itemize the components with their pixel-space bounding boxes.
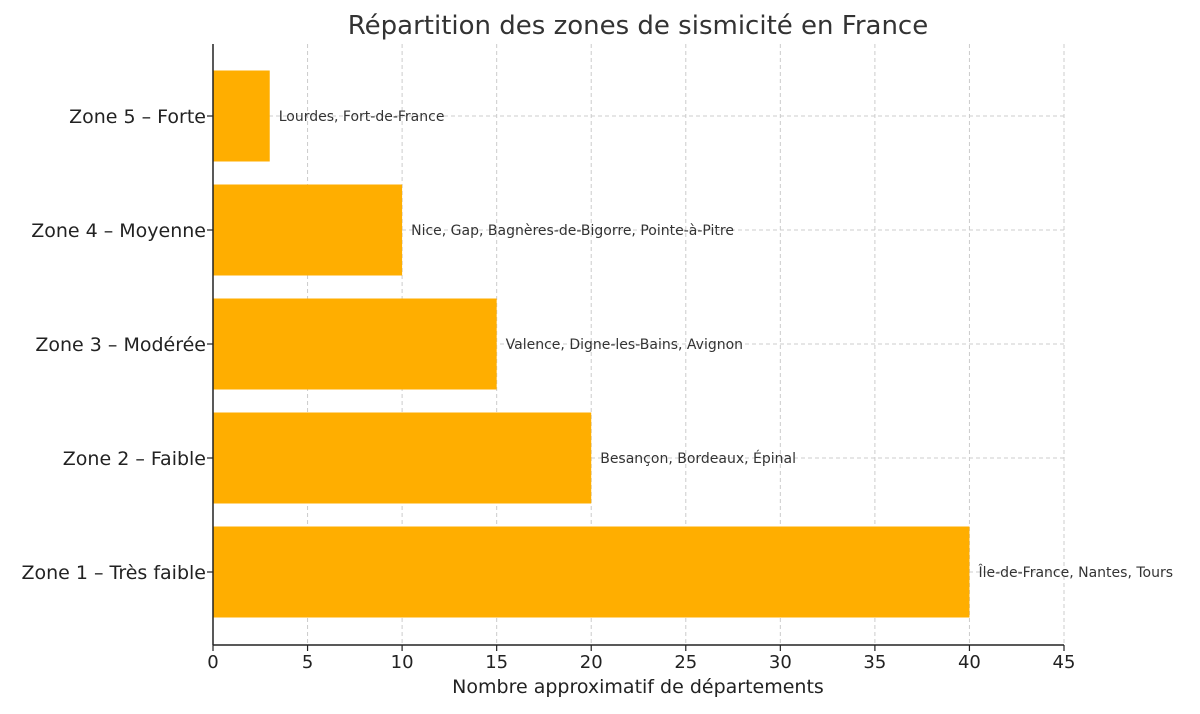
x-tick-label: 30 (769, 652, 792, 673)
category-label: Zone 3 – Modérée (35, 334, 206, 356)
bar-annotations: Lourdes, Fort-de-France Nice, Gap, Bagnèr… (279, 109, 1173, 581)
x-axis-ticks: 0 5 10 15 20 25 30 35 40 45 (207, 115, 1076, 673)
bar (213, 298, 497, 390)
bar (213, 412, 592, 504)
x-tick-label: 20 (580, 652, 603, 673)
bar-annotation: Valence, Digne-les-Bains, Avignon (506, 337, 743, 353)
chart-title: Répartition des zones de sismicité en Fr… (348, 11, 928, 41)
category-label: Zone 5 – Forte (69, 106, 206, 128)
bars (213, 70, 970, 618)
x-tick-label: 45 (1053, 652, 1076, 673)
x-tick-label: 10 (391, 652, 414, 673)
x-tick-label: 0 (207, 652, 218, 673)
x-tick-label: 40 (958, 652, 981, 673)
x-tick-label: 25 (674, 652, 697, 673)
category-label: Zone 2 – Faible (63, 448, 206, 470)
bar (213, 70, 270, 162)
bar (213, 526, 970, 618)
x-tick-label: 5 (302, 652, 313, 673)
category-labels: Zone 5 – Forte Zone 4 – Moyenne Zone 3 – M… (21, 106, 206, 584)
x-axis-title: Nombre approximatif de départements (452, 676, 824, 698)
bar (213, 184, 403, 276)
x-tick-label: 15 (485, 652, 508, 673)
bar-annotation: Île-de-France, Nantes, Tours (977, 563, 1173, 581)
category-label: Zone 4 – Moyenne (31, 220, 206, 242)
bar-annotation: Lourdes, Fort-de-France (279, 109, 445, 125)
bar-annotation: Besançon, Bordeaux, Épinal (600, 450, 796, 467)
x-tick-label: 35 (863, 652, 886, 673)
bar-annotation: Nice, Gap, Bagnères-de-Bigorre, Pointe-à… (411, 223, 734, 239)
category-label: Zone 1 – Très faible (21, 562, 206, 584)
